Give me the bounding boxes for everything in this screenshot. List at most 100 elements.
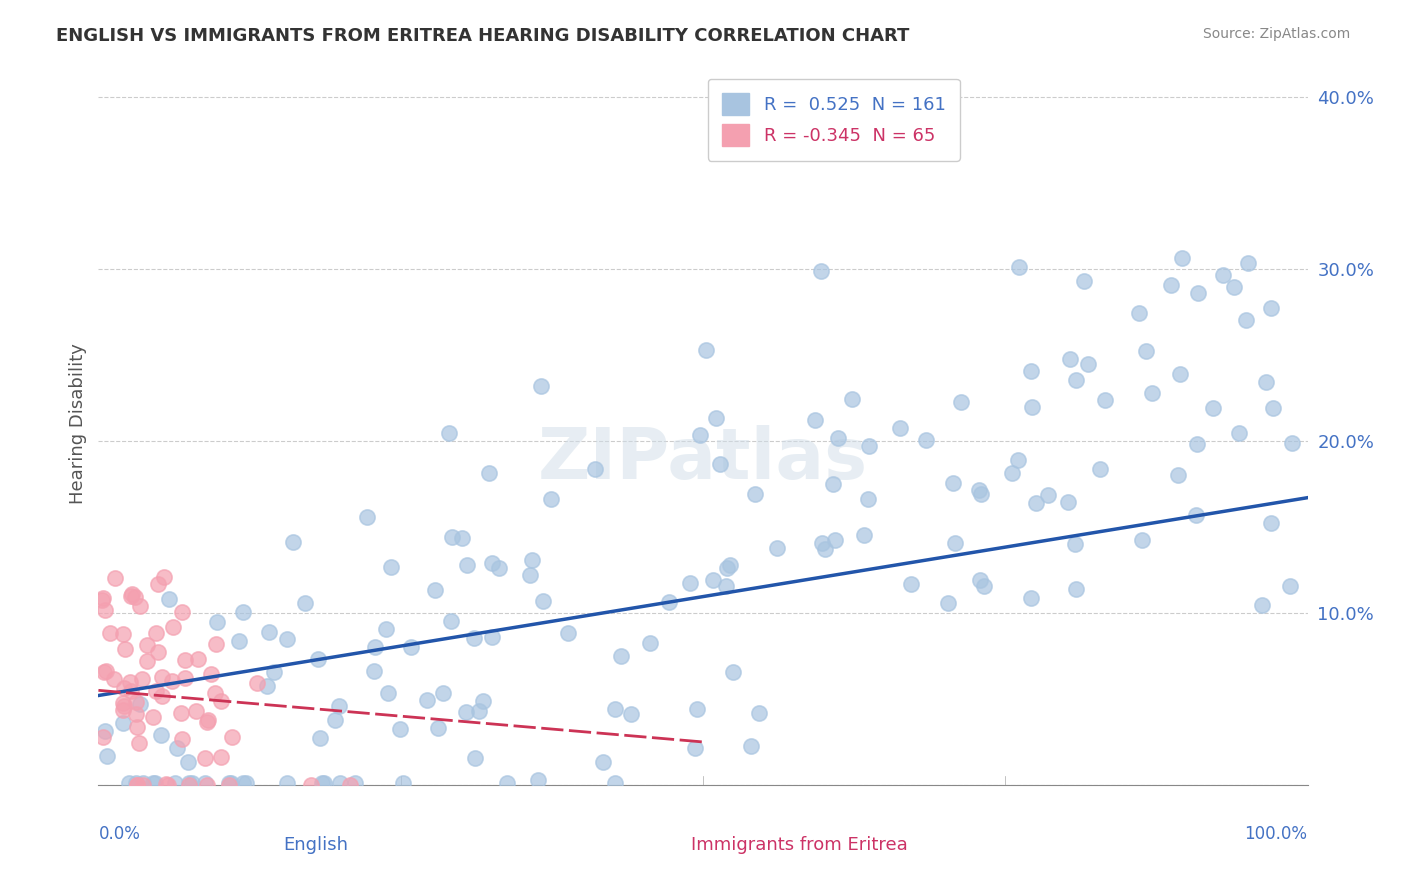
- Point: [1059, 351, 1081, 366]
- Text: English: English: [284, 836, 349, 854]
- Point: [194, 751, 217, 765]
- Point: [221, 776, 243, 790]
- Point: [197, 713, 219, 727]
- Point: [246, 676, 269, 690]
- Point: [172, 732, 194, 747]
- Point: [748, 706, 770, 720]
- Point: [128, 599, 150, 614]
- Point: [495, 776, 517, 790]
- Point: [638, 636, 661, 650]
- Text: 0.0%: 0.0%: [98, 825, 141, 843]
- Point: [605, 702, 627, 716]
- Point: [686, 702, 709, 716]
- Point: [195, 778, 218, 792]
- Point: [827, 432, 849, 446]
- Y-axis label: Hearing Disability: Hearing Disability: [69, 343, 87, 504]
- Point: [967, 483, 990, 498]
- Point: [93, 591, 115, 606]
- Point: [135, 653, 157, 667]
- Point: [153, 570, 176, 584]
- Point: [276, 776, 298, 790]
- Point: [841, 392, 863, 406]
- Point: [205, 615, 228, 629]
- Point: [658, 595, 681, 609]
- Point: [125, 778, 148, 792]
- Point: [339, 778, 361, 792]
- Point: [118, 776, 141, 790]
- Point: [112, 699, 135, 714]
- Point: [1130, 533, 1153, 548]
- Point: [174, 671, 197, 685]
- Point: [146, 645, 169, 659]
- Point: [1019, 364, 1042, 378]
- Point: [456, 705, 478, 719]
- Point: [427, 721, 450, 735]
- Point: [150, 689, 173, 703]
- Point: [377, 685, 399, 699]
- Point: [1171, 251, 1194, 265]
- Point: [1001, 466, 1024, 480]
- Point: [120, 590, 142, 604]
- Text: 100.0%: 100.0%: [1244, 825, 1308, 843]
- Point: [112, 626, 135, 640]
- Point: [720, 558, 742, 573]
- Point: [1263, 401, 1285, 415]
- Point: [218, 778, 240, 792]
- Point: [943, 536, 966, 550]
- Point: [221, 731, 243, 745]
- Point: [488, 561, 510, 575]
- Point: [1076, 357, 1098, 371]
- Point: [603, 776, 626, 790]
- Point: [973, 579, 995, 593]
- Point: [205, 637, 228, 651]
- Point: [1237, 256, 1260, 270]
- Point: [325, 714, 347, 728]
- Point: [276, 632, 298, 646]
- Point: [1057, 495, 1080, 509]
- Point: [609, 649, 631, 664]
- Point: [949, 395, 972, 409]
- Point: [1073, 274, 1095, 288]
- Point: [1260, 516, 1282, 531]
- Point: [401, 640, 423, 655]
- Point: [142, 776, 165, 790]
- Point: [1064, 582, 1087, 597]
- Point: [481, 557, 503, 571]
- Point: [94, 723, 117, 738]
- Point: [363, 664, 385, 678]
- Point: [814, 541, 837, 556]
- Point: [942, 475, 965, 490]
- Point: [93, 730, 115, 744]
- Point: [204, 686, 226, 700]
- Point: [209, 693, 232, 707]
- Point: [356, 510, 378, 524]
- Point: [195, 715, 218, 730]
- Point: [1254, 375, 1277, 389]
- Point: [257, 625, 280, 640]
- Point: [149, 728, 172, 742]
- Point: [112, 681, 135, 695]
- Point: [93, 665, 115, 679]
- Point: [263, 665, 285, 679]
- Point: [91, 593, 114, 607]
- Point: [177, 776, 200, 790]
- Text: Immigrants from Eritrea: Immigrants from Eritrea: [692, 836, 908, 854]
- Point: [1227, 426, 1250, 441]
- Point: [1202, 401, 1225, 416]
- Point: [232, 776, 254, 790]
- Point: [721, 665, 744, 679]
- Point: [328, 699, 350, 714]
- Point: [471, 694, 494, 708]
- Point: [803, 413, 825, 427]
- Point: [256, 679, 278, 693]
- Point: [620, 706, 643, 721]
- Point: [714, 579, 737, 593]
- Point: [531, 594, 554, 608]
- Point: [530, 379, 553, 393]
- Point: [128, 736, 150, 750]
- Point: [160, 673, 183, 688]
- Point: [132, 776, 155, 790]
- Point: [98, 626, 121, 640]
- Point: [94, 664, 117, 678]
- Point: [374, 622, 396, 636]
